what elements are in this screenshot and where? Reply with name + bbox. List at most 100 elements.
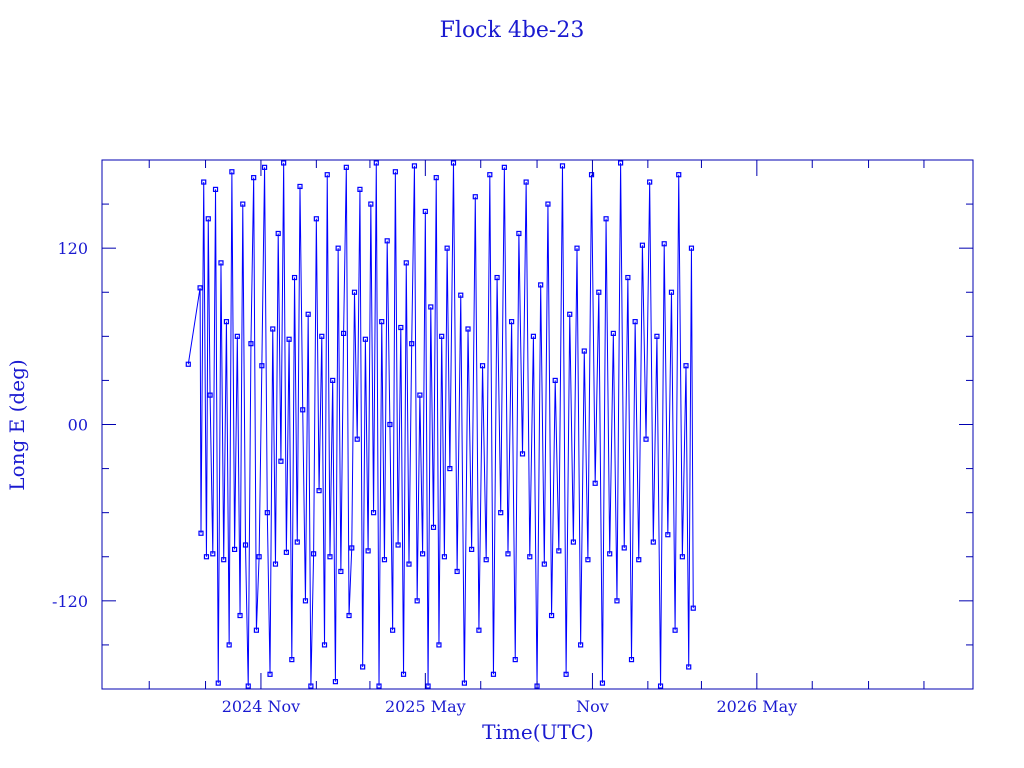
- data-point: [447, 465, 453, 472]
- data-point: [316, 488, 322, 494]
- data-point: [625, 274, 631, 281]
- data-point: [425, 683, 431, 689]
- data-point: [398, 324, 404, 331]
- data-point: [360, 664, 366, 670]
- data-point: [632, 319, 638, 325]
- data-point: [614, 598, 620, 604]
- data-point: [672, 627, 678, 633]
- data-point: [450, 160, 457, 166]
- series-group: [185, 160, 696, 689]
- data-point: [381, 557, 388, 563]
- data-point: [690, 605, 696, 611]
- data-point: [349, 545, 355, 551]
- data-point: [212, 186, 219, 192]
- data-point: [321, 642, 328, 648]
- data-point: [319, 333, 325, 339]
- data-point: [354, 436, 360, 442]
- data-point: [688, 245, 695, 251]
- data-point: [610, 330, 616, 336]
- data-point: [403, 260, 409, 266]
- data-point: [621, 545, 627, 551]
- data-point: [552, 377, 558, 384]
- data-point: [332, 679, 339, 685]
- x-tick-label: Nov: [576, 697, 609, 716]
- data-point: [368, 201, 374, 207]
- data-point: [261, 164, 268, 170]
- data-point: [501, 164, 507, 170]
- data-point: [545, 201, 551, 207]
- x-tick-label: 2024 Nov: [222, 697, 300, 716]
- chart-title: Flock 4be-23: [440, 18, 585, 43]
- data-point: [483, 557, 489, 563]
- x-tick-label: 2026 May: [716, 697, 797, 716]
- data-point: [370, 510, 377, 516]
- axes-group: 2024 Nov 2025 May Nov 2026 May 120 00 -120: [52, 160, 973, 716]
- data-point: [430, 524, 437, 530]
- data-point: [305, 311, 311, 317]
- data-point: [420, 551, 426, 557]
- data-point: [346, 612, 352, 619]
- data-point: [197, 285, 203, 291]
- data-point: [264, 510, 270, 516]
- data-point: [433, 175, 439, 181]
- data-point: [628, 657, 635, 663]
- data-point: [226, 642, 232, 648]
- data-point: [291, 274, 298, 281]
- data-point: [289, 657, 295, 663]
- data-point: [588, 172, 595, 178]
- data-point: [650, 539, 656, 545]
- data-point: [618, 160, 624, 166]
- data-point: [270, 326, 276, 332]
- data-point: [417, 392, 423, 398]
- data-point: [578, 642, 584, 648]
- data-point: [259, 363, 265, 369]
- data-point: [498, 510, 504, 516]
- data-point: [527, 554, 533, 560]
- data-point: [458, 292, 464, 298]
- data-point: [308, 683, 314, 689]
- data-point: [556, 548, 562, 554]
- data-point: [409, 341, 415, 347]
- data-point: [400, 671, 407, 677]
- data-point: [390, 627, 396, 633]
- data-point: [469, 546, 475, 553]
- data-point: [387, 421, 393, 428]
- data-point: [365, 548, 371, 554]
- data-point: [376, 683, 382, 689]
- plot-frame: [101, 159, 974, 690]
- data-point: [335, 245, 341, 251]
- data-point: [422, 208, 428, 215]
- data-point: [311, 551, 317, 557]
- data-point: [476, 627, 482, 633]
- data-point: [505, 551, 511, 557]
- data-point: [679, 554, 685, 560]
- data-point: [519, 451, 526, 457]
- data-point: [185, 361, 191, 367]
- data-point: [302, 598, 309, 604]
- data-point: [221, 557, 227, 563]
- data-point: [283, 549, 289, 555]
- data-point: [223, 319, 230, 325]
- data-point: [232, 546, 238, 553]
- data-point: [294, 539, 300, 545]
- data-point: [395, 542, 401, 548]
- data-point: [647, 179, 653, 185]
- data-point: [362, 336, 368, 342]
- data-point: [516, 230, 522, 237]
- data-point: [585, 557, 591, 563]
- data-point: [490, 671, 497, 677]
- data-point: [439, 333, 445, 339]
- data-point: [559, 163, 566, 169]
- data-point: [411, 163, 418, 169]
- data-point: [327, 554, 333, 560]
- data-point: [661, 241, 667, 247]
- data-point: [406, 561, 412, 567]
- data-point: [665, 532, 671, 538]
- y-tick-label: 120: [57, 239, 88, 258]
- data-point: [330, 377, 336, 384]
- data-point: [201, 179, 207, 185]
- data-point: [324, 172, 330, 178]
- data-point: [234, 333, 240, 339]
- data-point: [218, 260, 224, 266]
- data-point: [541, 561, 547, 567]
